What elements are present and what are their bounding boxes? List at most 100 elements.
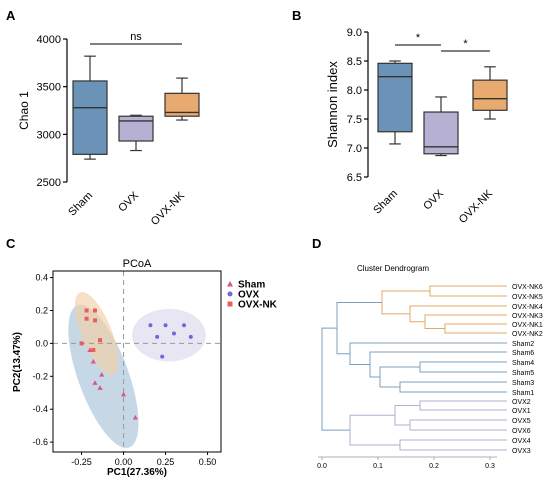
point-ovx-nk [84,308,89,313]
point-sham [132,414,138,420]
point-sham [92,380,98,385]
dendrogram-branch [336,301,382,355]
y-axis-label: Chao 1 [17,91,31,130]
leaf-label: Sham5 [512,370,534,377]
legend-label: Sham [238,280,265,291]
leaf-label: OVX1 [512,408,531,415]
dendrogram-branch [369,351,507,378]
leaf-label: OVX-NK4 [512,304,543,311]
confidence-ellipse-ovx [131,308,206,362]
leaf-label: OVX-NK2 [512,331,543,338]
box-sham [377,62,413,133]
legend-label: OVX-NK [238,300,278,311]
leaf-label: OVX-NK3 [512,313,543,320]
x-tick-label: 0.3 [485,463,495,470]
dendrogram-branch [424,314,507,329]
shannon-boxplot: 6.5 7.0 7.5 8.0 8.5 9.0 Shannon index Sham OVX OV… [325,27,508,226]
point-ovx-nk [93,308,97,313]
x-axis-label: PC1(27.36%) [107,467,167,478]
significance-label: ns [130,31,142,43]
panel-label-a: A [6,8,16,23]
point-ovx [148,323,153,328]
point-ovx [155,334,160,339]
point-ovx [160,354,165,359]
y-tick-label: 6.5 [347,172,362,184]
y-tick-label: 3000 [37,129,61,141]
point-sham [87,347,93,352]
point-ovx-nk [84,316,89,321]
y-tick-label: 8.5 [347,56,362,68]
point-ovx [171,331,176,336]
significance-label: * [416,32,421,44]
leaf-label: OVX3 [512,448,531,455]
x-tick-label: 0.50 [199,457,217,467]
y-tick-label: 0.4 [35,273,48,283]
category-label: OVX-NK [149,189,188,228]
leaf-label: OVX2 [512,399,531,406]
point-ovx-nk [93,318,97,323]
y-tick-label: 7.5 [347,114,362,126]
legend-marker-ovx-nk [227,301,233,307]
pcoa-scatter: -0.25 0.00 0.25 0.50 -0.6 -0.4 -0.2 0.0 0.2 0.4 PC… [12,258,278,478]
dendrogram-branch [419,361,507,373]
leaf-label: Sham3 [512,380,534,387]
legend-marker-ovx [227,291,233,297]
point-ovx [163,323,168,328]
panel-label-d: D [312,236,321,251]
leaf-label: Sham2 [512,341,534,348]
y-tick-label: 7.0 [347,143,362,155]
point-ovx [188,334,193,339]
panel-label-c: C [6,236,16,251]
x-tick-label: 0.25 [157,457,175,467]
dendrogram-branch [321,327,350,431]
leaf-label: OVX-NK1 [512,322,543,329]
x-tick-label: 0.00 [115,457,133,467]
leaf-label: Sham1 [512,390,534,397]
x-tick-label: 0.0 [317,463,327,470]
point-ovx-nk [98,338,103,343]
dendrogram-branch [349,342,507,365]
panel-label-b: B [292,8,301,23]
dendrogram-branch [349,414,400,446]
dendrogram-branch [381,290,430,315]
leaf-label: OVX-NK6 [512,284,543,291]
cluster-dendrogram: OVX-NK6 OVX-NK5 OVX-NK4 OVX-NK3 OVX-NK1 OVX-N… [317,264,543,470]
chart-title: PCoA [123,258,152,270]
x-tick-label: -0.25 [71,457,92,467]
point-sham [99,372,105,377]
chart-title: Cluster Dendrogram [357,264,429,273]
leaf-label: Sham4 [512,360,534,367]
y-tick-label: 9.0 [347,27,362,39]
plot-frame [52,270,222,453]
legend-marker-sham [227,281,233,287]
box-ovx [118,115,154,142]
chao1-boxplot: 2500 3000 3500 4000 Chao 1 Sham OVX OVX-NK ns [17,31,200,228]
category-label: OVX-NK [457,187,496,226]
y-axis-label: PC2(13.47%) [12,332,23,392]
legend-label: OVX [238,290,259,301]
leaf-label: OVX-NK5 [512,294,543,301]
dendrogram-branch [399,381,507,393]
dendrogram-branch [394,405,420,426]
y-axis-label: Shannon index [325,61,340,148]
leaf-label: OVX5 [512,418,531,425]
dendrogram-branch [444,323,507,334]
y-tick-label: 0.2 [35,305,48,315]
dendrogram-branch [419,400,507,411]
box-ovx-nk [164,92,200,117]
category-label: Sham [371,188,400,217]
point-sham [90,358,96,364]
y-tick-label: 3500 [37,82,61,94]
dendrogram-branch [429,285,507,297]
y-tick-label: 8.0 [347,85,362,97]
leaf-label: OVX6 [512,428,531,435]
dendrogram-branch [409,419,507,431]
x-tick-label: 0.2 [429,463,439,470]
category-label: OVX [421,187,446,212]
point-sham [120,391,127,397]
point-ovx-nk [91,347,96,352]
confidence-ellipse-ovx-nk [74,291,119,376]
box-ovx-nk [472,79,508,111]
dendrogram-branch [399,439,507,451]
